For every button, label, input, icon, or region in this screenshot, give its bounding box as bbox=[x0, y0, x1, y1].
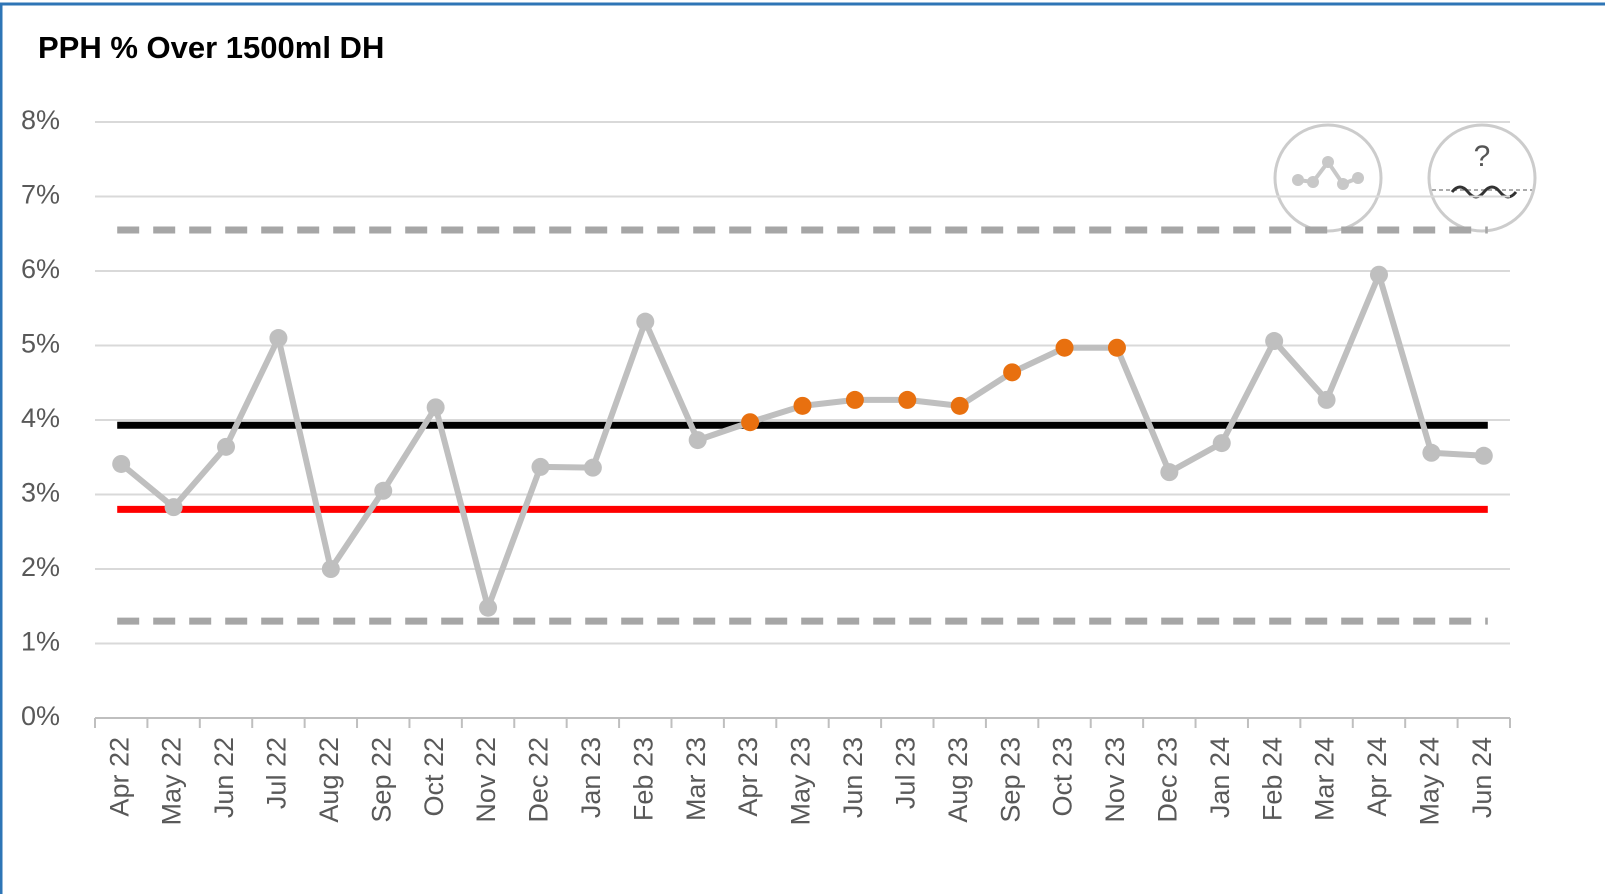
x-tick-label: May 22 bbox=[157, 737, 187, 826]
x-tick-label: Aug 23 bbox=[943, 737, 973, 823]
x-tick-label: Mar 23 bbox=[681, 737, 711, 821]
chart-title: PPH % Over 1500ml DH bbox=[38, 30, 384, 65]
data-point bbox=[793, 396, 812, 415]
y-tick-label: 5% bbox=[21, 329, 60, 359]
x-tick-label: Apr 22 bbox=[104, 737, 134, 817]
data-point bbox=[321, 560, 340, 578]
data-point bbox=[1003, 363, 1022, 382]
x-tick-label: May 24 bbox=[1415, 737, 1445, 826]
data-point bbox=[1265, 332, 1284, 351]
data-point bbox=[374, 481, 393, 500]
y-tick-label: 8% bbox=[21, 105, 60, 135]
x-tick-label: Dec 22 bbox=[524, 737, 554, 823]
data-point bbox=[479, 598, 498, 617]
data-point bbox=[845, 390, 864, 409]
svg-text:?: ? bbox=[1474, 140, 1491, 173]
x-tick-label: Jun 23 bbox=[838, 737, 868, 818]
x-tick-label: Jul 23 bbox=[890, 737, 920, 809]
data-point bbox=[636, 312, 655, 331]
x-tick-label: Nov 22 bbox=[471, 737, 501, 823]
x-tick-label: Aug 22 bbox=[314, 737, 344, 823]
x-tick-label: Sep 22 bbox=[366, 737, 396, 823]
x-tick-label: Nov 23 bbox=[1100, 737, 1130, 823]
y-tick-label: 6% bbox=[21, 254, 60, 284]
y-tick-label: 2% bbox=[21, 552, 60, 582]
x-tick-label: Jul 22 bbox=[262, 737, 292, 809]
data-point bbox=[1317, 390, 1336, 409]
variation-icon bbox=[1273, 123, 1383, 233]
x-tick-label: Apr 23 bbox=[733, 737, 763, 817]
x-tick-label: Feb 24 bbox=[1257, 737, 1287, 821]
x-tick-label: Jun 24 bbox=[1467, 737, 1497, 818]
x-tick-label: Feb 23 bbox=[628, 737, 658, 821]
y-tick-label: 3% bbox=[21, 478, 60, 508]
data-point bbox=[1369, 265, 1388, 284]
data-point bbox=[898, 390, 917, 409]
x-tick-label: May 23 bbox=[786, 737, 816, 826]
data-point bbox=[217, 437, 236, 456]
x-tick-label: Oct 23 bbox=[1048, 737, 1078, 817]
x-tick-label: Jan 23 bbox=[576, 737, 606, 818]
y-tick-label: 1% bbox=[21, 627, 60, 657]
assurance-icon: ? bbox=[1427, 123, 1537, 233]
data-point bbox=[583, 458, 602, 477]
data-point bbox=[269, 329, 288, 348]
data-point bbox=[1474, 446, 1493, 465]
x-tick-label: Sep 23 bbox=[995, 737, 1025, 823]
y-tick-label: 7% bbox=[21, 180, 60, 210]
data-point bbox=[1422, 443, 1441, 462]
data-point bbox=[950, 396, 969, 415]
y-tick-label: 4% bbox=[21, 403, 60, 433]
x-tick-label: Jun 22 bbox=[209, 737, 239, 818]
data-point bbox=[741, 413, 760, 432]
data-point bbox=[1212, 434, 1231, 453]
data-point bbox=[1107, 338, 1126, 357]
x-tick-label: Mar 24 bbox=[1310, 737, 1340, 821]
data-point bbox=[112, 454, 131, 473]
data-point bbox=[1160, 463, 1179, 482]
x-tick-label: Apr 24 bbox=[1362, 737, 1392, 817]
x-tick-label: Oct 22 bbox=[419, 737, 449, 817]
data-point bbox=[164, 498, 183, 517]
data-point bbox=[688, 431, 707, 450]
x-tick-label: Dec 23 bbox=[1152, 737, 1182, 823]
x-tick-label: Jan 24 bbox=[1205, 737, 1235, 818]
data-point bbox=[1055, 338, 1074, 357]
data-point bbox=[426, 398, 445, 417]
data-point bbox=[531, 457, 550, 476]
y-tick-label: 0% bbox=[21, 701, 60, 731]
